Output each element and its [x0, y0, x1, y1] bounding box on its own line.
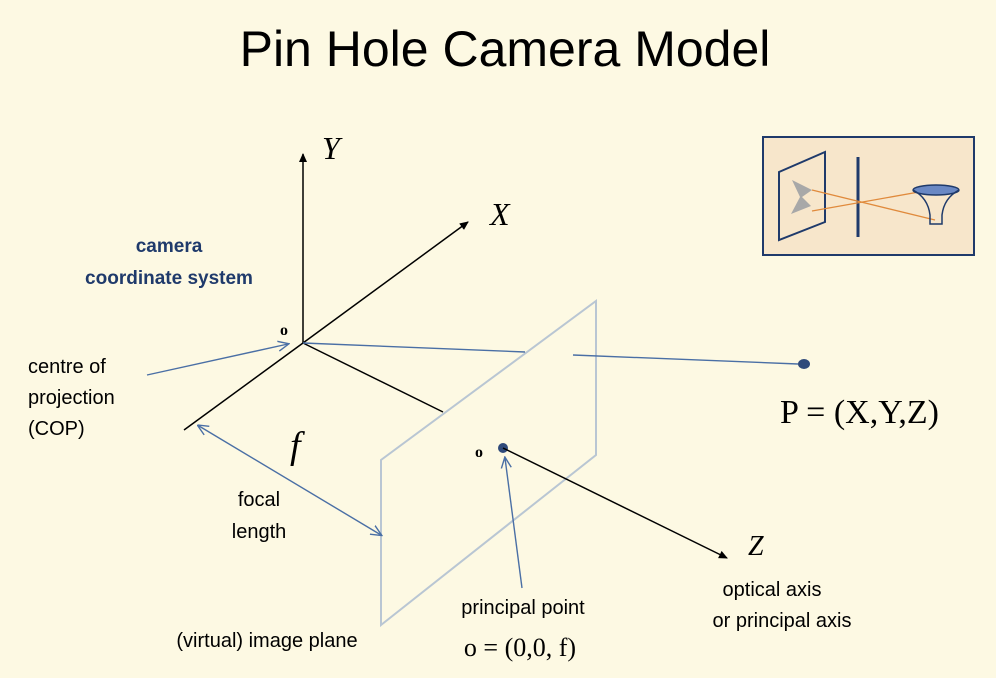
cop-label-line2: projection	[28, 387, 115, 409]
optical-axis	[502, 447, 728, 559]
y-axis-label: Y	[322, 130, 343, 166]
principal-point-equation: o = (0,0, f)	[464, 633, 576, 662]
ray-to-point-front	[302, 342, 526, 353]
camera-coord-label-line1: camera	[136, 236, 203, 257]
pinhole-inset-illustration	[762, 136, 975, 256]
z-axis-label: Z	[748, 531, 764, 562]
x-axis-label: X	[488, 196, 511, 232]
inset-ray-1	[811, 189, 936, 221]
principal-point-label: principal point	[461, 597, 585, 619]
cop-label-line1: centre of	[28, 356, 106, 378]
origin-label: o	[280, 322, 288, 339]
point-p-equation: P = (X,Y,Z)	[780, 394, 939, 431]
optical-axis-label-line2: or principal axis	[713, 610, 852, 632]
lamp-icon	[912, 184, 960, 225]
image-plane	[380, 299, 597, 628]
point-p-dot	[798, 359, 810, 369]
camera-coord-label-line2: coordinate system	[85, 268, 253, 289]
inset-frame	[762, 136, 975, 256]
x-axis	[302, 221, 469, 344]
image-plane-label: (virtual) image plane	[176, 630, 357, 652]
inset-image-screen	[778, 150, 826, 242]
focal-length-label-line2: length	[232, 521, 287, 543]
focal-length-label-line1: focal	[238, 489, 280, 511]
focal-length-symbol: f	[290, 425, 305, 467]
page-title: Pin Hole Camera Model	[240, 21, 771, 77]
cop-label-line3: (COP)	[28, 418, 85, 440]
optical-axis-label-line1: optical axis	[723, 579, 822, 601]
principal-point-pointer	[505, 458, 523, 589]
depth-axis-back	[183, 342, 304, 431]
principal-ray-segment	[302, 342, 444, 413]
principal-point-origin-label: o	[475, 444, 483, 461]
ray-to-point-back	[572, 354, 799, 365]
cop-pointer	[146, 344, 288, 376]
focal-length-arrow	[199, 426, 381, 535]
inset-inverted-image	[791, 180, 812, 214]
inset-ray-2	[811, 189, 931, 212]
